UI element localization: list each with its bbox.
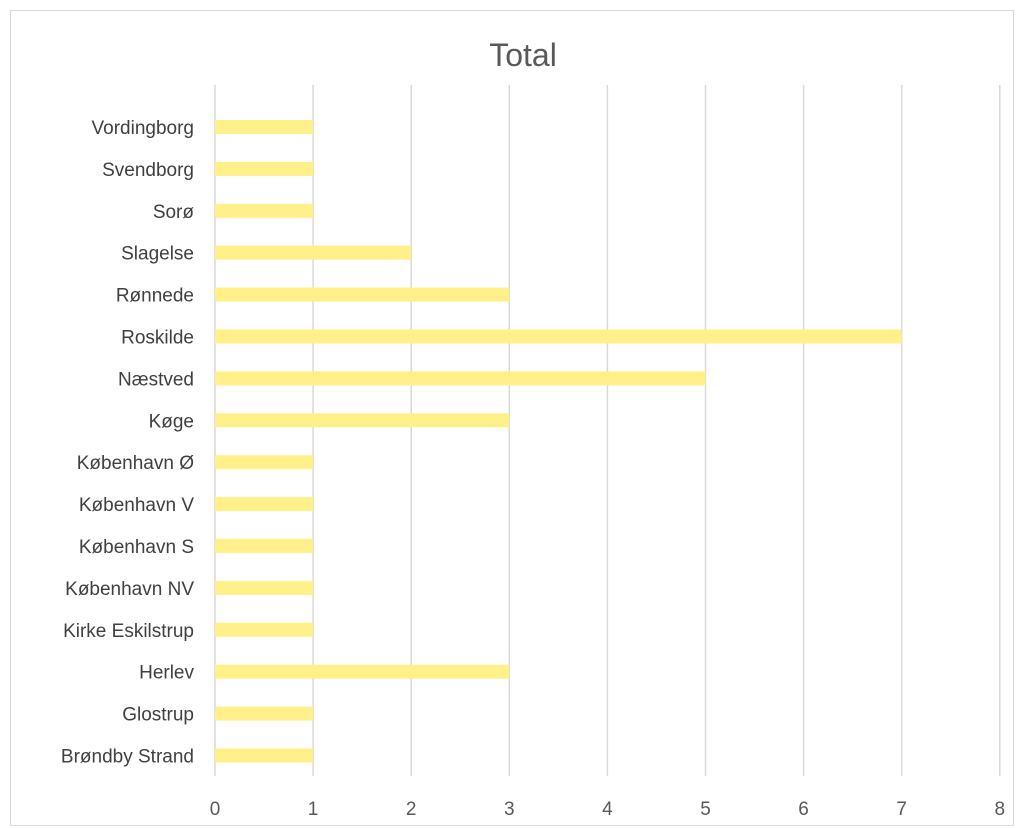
category-label: København NV bbox=[65, 579, 194, 600]
bar bbox=[215, 580, 314, 595]
bar bbox=[215, 161, 314, 176]
bar bbox=[215, 748, 314, 763]
bar bbox=[215, 539, 314, 553]
category-label: København V bbox=[79, 495, 194, 516]
bar bbox=[215, 413, 510, 428]
category-label: Vordingborg bbox=[92, 118, 194, 139]
category-label: Rønnede bbox=[116, 286, 194, 307]
category-label: Sorø bbox=[153, 202, 195, 223]
x-tick-label: 2 bbox=[406, 799, 417, 820]
gridlines bbox=[214, 85, 1001, 776]
bars bbox=[215, 120, 902, 763]
category-label: Køge bbox=[149, 411, 194, 432]
category-label: Kirke Eskilstrup bbox=[63, 621, 194, 642]
x-tick-label: 1 bbox=[308, 799, 319, 820]
bar bbox=[215, 622, 314, 637]
category-label: Næstved bbox=[118, 369, 194, 390]
x-tick-labels: 0 1 2 3 4 5 6 7 8 bbox=[210, 799, 1005, 820]
x-tick-label: 3 bbox=[504, 799, 515, 820]
category-label: Herlev bbox=[139, 663, 194, 684]
x-tick-label: 5 bbox=[700, 799, 711, 820]
category-labels: Vordingborg Svendborg Sorø Slagelse Rønnede R… bbox=[61, 118, 195, 768]
category-label: Svendborg bbox=[102, 160, 194, 181]
category-label: Roskilde bbox=[121, 328, 194, 349]
chart-title: Total bbox=[489, 37, 557, 73]
bar bbox=[215, 287, 510, 302]
bar bbox=[215, 706, 314, 721]
bar bbox=[215, 203, 314, 218]
x-tick-label: 0 bbox=[210, 799, 221, 820]
bar bbox=[215, 329, 902, 344]
x-tick-label: 4 bbox=[602, 799, 613, 820]
bar bbox=[215, 120, 314, 134]
bar bbox=[215, 664, 510, 679]
category-label: Glostrup bbox=[122, 705, 194, 726]
bar bbox=[215, 245, 412, 260]
x-tick-label: 6 bbox=[798, 799, 809, 820]
bar bbox=[215, 497, 314, 512]
category-label: Brøndby Strand bbox=[61, 747, 194, 768]
x-tick-label: 8 bbox=[995, 799, 1006, 820]
bar bbox=[215, 371, 706, 386]
chart-frame bbox=[10, 10, 1014, 826]
category-label: København S bbox=[79, 537, 194, 558]
x-tick-label: 7 bbox=[896, 799, 907, 820]
category-label: København Ø bbox=[77, 453, 194, 474]
bar bbox=[215, 455, 314, 470]
category-label: Slagelse bbox=[121, 244, 194, 265]
